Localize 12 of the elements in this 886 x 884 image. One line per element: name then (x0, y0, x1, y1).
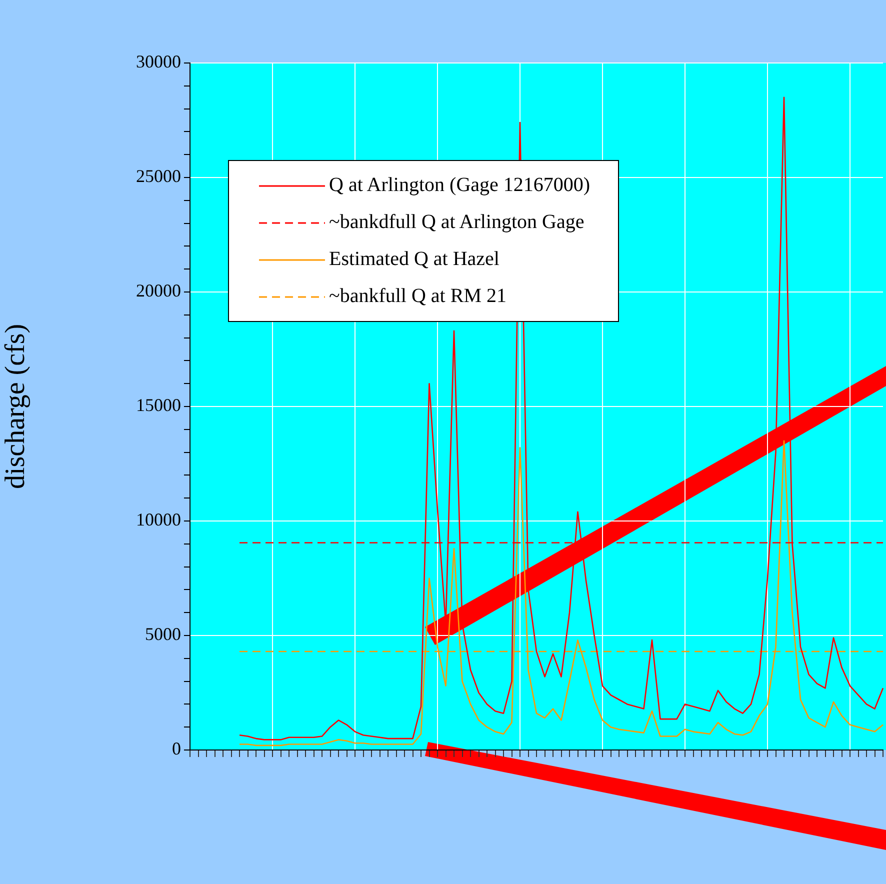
legend-label: Q at Arlington (Gage 12167000) (329, 174, 590, 197)
y-tick-label: 15000 (136, 395, 181, 416)
y-tick-label: 30000 (136, 52, 181, 72)
legend-label: ~bankfull Q at RM 21 (329, 285, 506, 308)
legend-label: Estimated Q at Hazel (329, 248, 500, 271)
y-tick-label: 5000 (145, 624, 181, 644)
y-tick-label: 10000 (136, 510, 181, 530)
y-tick-label: 25000 (136, 166, 181, 186)
legend-label: ~bankdfull Q at Arlington Gage (329, 211, 584, 234)
y-tick-label: 20000 (136, 280, 181, 301)
y-axis-title: discharge (cfs) (0, 324, 32, 490)
y-tick-label: 0 (172, 738, 181, 759)
